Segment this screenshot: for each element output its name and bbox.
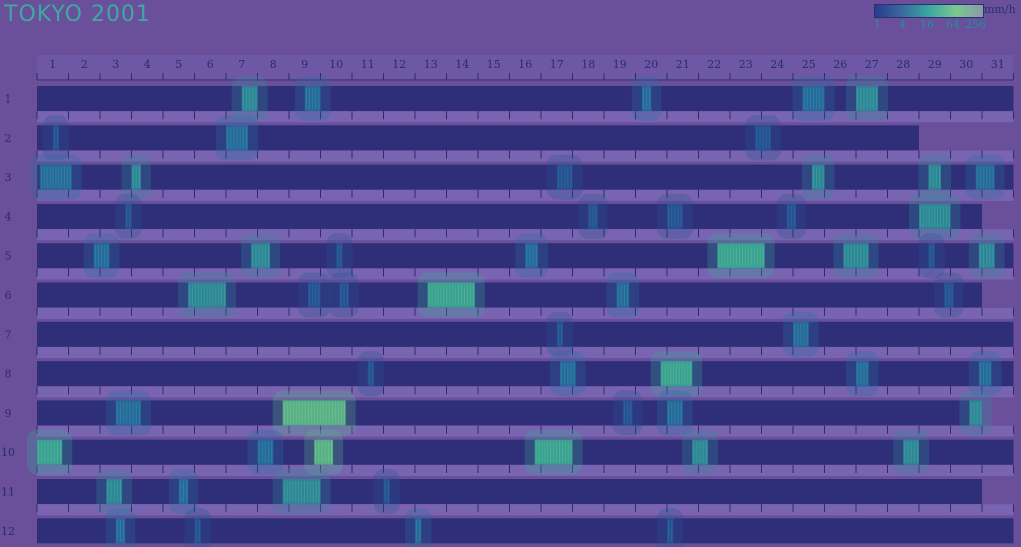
- month-label-10: 10: [1, 446, 15, 459]
- month-label-3: 3: [5, 171, 12, 184]
- day-label-11: 11: [361, 58, 375, 71]
- row-tick-band: [37, 268, 1014, 280]
- legend-tick-4: 4: [899, 18, 906, 31]
- rain-event: [115, 400, 141, 426]
- row-tick-band: [37, 189, 1014, 201]
- rain-event: [194, 518, 201, 544]
- rain-event: [616, 282, 630, 308]
- day-label-18: 18: [581, 58, 595, 71]
- month-bar-8: [37, 361, 1014, 387]
- legend-tick-1: 1: [874, 18, 881, 31]
- day-label-25: 25: [802, 58, 816, 71]
- legend-tick-16: 16: [920, 18, 934, 31]
- row-tick-band: [37, 465, 1014, 476]
- legend-tick-64: 64: [946, 18, 960, 31]
- month-label-8: 8: [5, 368, 12, 381]
- day-label-4: 4: [144, 58, 151, 71]
- rain-event: [251, 243, 271, 269]
- month-bar-7: [37, 321, 1014, 347]
- day-label-6: 6: [207, 58, 214, 71]
- day-label-23: 23: [739, 58, 753, 71]
- row-tick-band: [37, 229, 1014, 241]
- row-tick-band: [37, 150, 1014, 162]
- day-label-9: 9: [301, 58, 308, 71]
- month-label-4: 4: [5, 210, 12, 223]
- day-label-15: 15: [487, 58, 501, 71]
- month-bar-2: [37, 125, 919, 151]
- day-label-26: 26: [833, 58, 847, 71]
- rain-event: [856, 361, 869, 387]
- rain-event: [667, 518, 674, 544]
- color-legend: mm/h 1 4 16 64 256: [872, 2, 1020, 34]
- month-label-6: 6: [5, 289, 12, 302]
- row-tick-band: [37, 307, 1014, 319]
- row-tick-band: [37, 111, 1014, 123]
- rain-event: [125, 203, 132, 229]
- rain-event: [978, 361, 992, 387]
- legend-color-bar: [874, 4, 984, 18]
- row-tick-band: [37, 347, 1014, 359]
- day-label-2: 2: [81, 58, 88, 71]
- rain-event: [415, 518, 422, 544]
- rain-event: [307, 282, 321, 308]
- month-label-7: 7: [5, 328, 12, 341]
- day-label-3: 3: [112, 58, 119, 71]
- rain-event: [383, 479, 390, 504]
- rain-event: [969, 400, 982, 426]
- month-bar-4: [37, 203, 982, 229]
- day-label-21: 21: [676, 58, 690, 71]
- rain-event: [928, 164, 942, 190]
- month-bar-1: [37, 86, 1014, 111]
- day-label-29: 29: [928, 58, 942, 71]
- rain-event: [975, 164, 995, 190]
- month-label-12: 12: [1, 525, 15, 538]
- month-bar-12: [37, 518, 1014, 544]
- month-label-2: 2: [5, 132, 12, 145]
- day-label-1: 1: [49, 58, 56, 71]
- day-label-16: 16: [518, 58, 532, 71]
- month-label-9: 9: [5, 407, 12, 420]
- rain-event: [525, 243, 538, 269]
- day-label-24: 24: [770, 58, 784, 71]
- day-label-14: 14: [455, 58, 469, 71]
- day-label-13: 13: [424, 58, 438, 71]
- month-bar-10: [37, 439, 1014, 465]
- day-label-28: 28: [896, 58, 910, 71]
- month-label-11: 11: [1, 486, 15, 499]
- legend-tick-256: 256: [965, 18, 986, 31]
- day-label-8: 8: [270, 58, 277, 71]
- day-label-17: 17: [550, 58, 564, 71]
- rain-event: [367, 361, 375, 387]
- rain-event: [52, 125, 60, 151]
- month-bar-9: [37, 400, 982, 426]
- legend-unit: mm/h: [984, 3, 1016, 16]
- rain-event: [336, 243, 343, 269]
- rain-event: [556, 321, 564, 347]
- day-label-31: 31: [991, 58, 1005, 71]
- row-tick-band: [37, 425, 1014, 437]
- rain-event: [928, 243, 935, 269]
- day-label-20: 20: [644, 58, 658, 71]
- day-label-19: 19: [613, 58, 627, 71]
- month-label-1: 1: [5, 93, 12, 106]
- top-axis-band: [37, 55, 1014, 81]
- rain-event: [843, 243, 869, 269]
- rain-event: [314, 439, 334, 465]
- chart-title: TOKYO 2001: [4, 2, 151, 27]
- month-label-5: 5: [5, 250, 12, 263]
- day-label-22: 22: [707, 58, 721, 71]
- row-tick-band: [37, 504, 1014, 516]
- day-label-7: 7: [238, 58, 245, 71]
- day-label-10: 10: [329, 58, 343, 71]
- rain-event: [37, 439, 63, 465]
- row-tick-band: [37, 386, 1014, 398]
- day-label-27: 27: [865, 58, 879, 71]
- day-label-12: 12: [392, 58, 406, 71]
- day-label-30: 30: [959, 58, 973, 71]
- month-bar-3: [37, 164, 1014, 190]
- month-bar-11: [37, 479, 982, 504]
- day-label-5: 5: [175, 58, 182, 71]
- rain-event: [811, 164, 825, 190]
